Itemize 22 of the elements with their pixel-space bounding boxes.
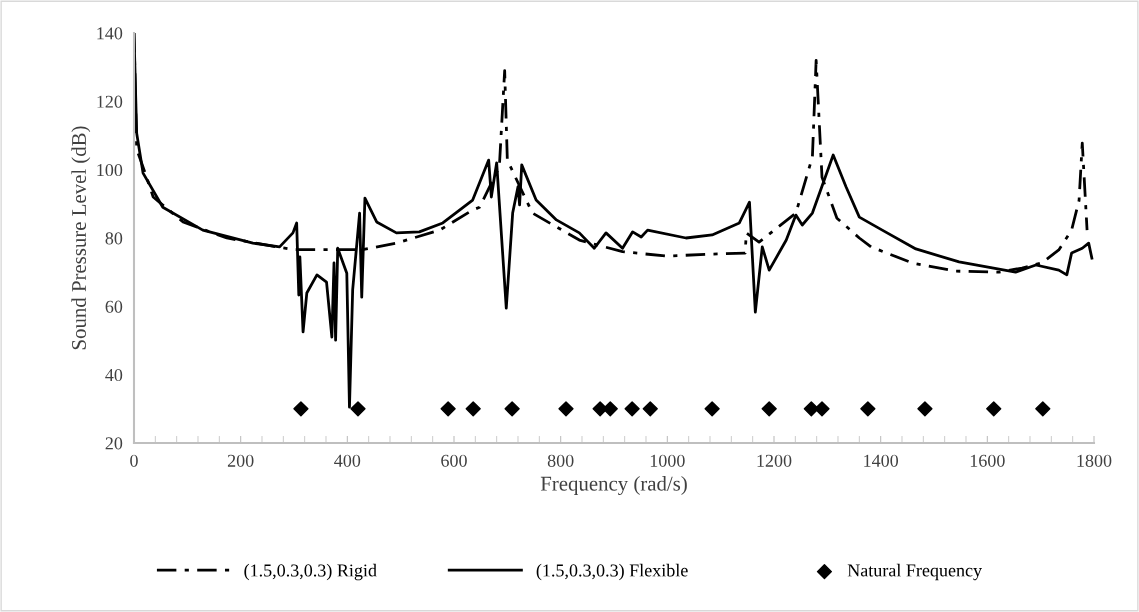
y-tick-label: 20 xyxy=(105,437,123,450)
x-tick-label: 200 xyxy=(227,454,254,467)
y-tick-label: 80 xyxy=(105,232,123,245)
x-tick-label: 1800 xyxy=(1077,454,1112,467)
x-tick-label: 600 xyxy=(441,454,467,467)
x-tick-label: 0 xyxy=(130,454,138,467)
x-tick-label: 1600 xyxy=(970,454,1005,467)
legend-label: (1.5,0.3,0.3) Flexible xyxy=(536,563,688,581)
x-tick-label: 1400 xyxy=(864,454,899,467)
x-tick-label: 800 xyxy=(547,454,574,467)
y-tick-label: 100 xyxy=(97,163,123,177)
x-tick-label: 1000 xyxy=(650,454,685,467)
y-tick-label: 40 xyxy=(105,368,123,382)
y-tick-label: 140 xyxy=(97,27,123,40)
legend-label: Natural Frequency xyxy=(847,563,983,581)
legend-label: (1.5,0.3,0.3) Rigid xyxy=(244,563,377,581)
x-tick-label: 400 xyxy=(334,454,361,467)
y-axis-title: Sound Pressure Level (dB) xyxy=(71,126,91,350)
x-axis-title: Frequency (rad/s) xyxy=(540,476,687,495)
y-tick-label: 60 xyxy=(105,300,123,313)
y-tick-label: 120 xyxy=(97,95,123,108)
x-tick-label: 1200 xyxy=(757,454,792,467)
